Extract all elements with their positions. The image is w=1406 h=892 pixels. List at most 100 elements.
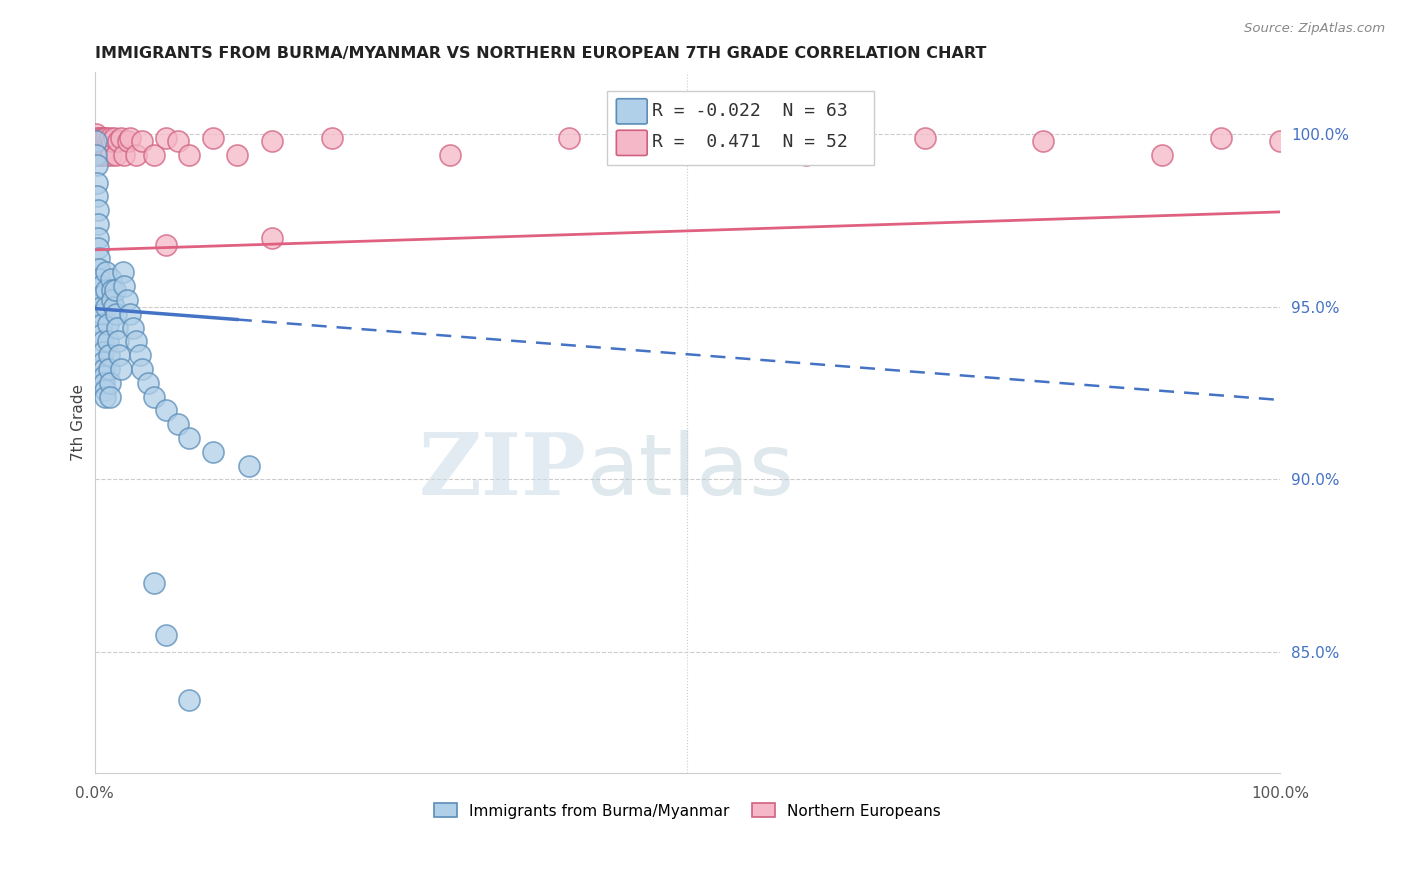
Point — [84, 148, 107, 162]
Point — [1150, 148, 1173, 162]
Point — [86, 189, 108, 203]
Point — [1032, 134, 1054, 148]
Point — [89, 148, 111, 162]
Point — [93, 141, 115, 155]
Point — [97, 362, 120, 376]
Point — [105, 320, 128, 334]
Point — [98, 130, 121, 145]
Point — [104, 283, 127, 297]
Point — [90, 327, 112, 342]
Point — [112, 148, 135, 162]
Point — [120, 130, 142, 145]
Point — [87, 203, 110, 218]
Point — [91, 334, 114, 349]
Point — [120, 307, 142, 321]
Point — [179, 693, 201, 707]
Point — [142, 575, 165, 590]
Point — [155, 130, 177, 145]
Point — [89, 300, 111, 314]
Point — [179, 148, 201, 162]
Point — [131, 134, 153, 148]
Point — [96, 265, 118, 279]
Point — [136, 376, 159, 390]
Text: R = -0.022  N = 63: R = -0.022 N = 63 — [652, 102, 848, 120]
Point — [84, 127, 107, 141]
Point — [87, 231, 110, 245]
Point — [107, 134, 129, 148]
Point — [84, 134, 107, 148]
Point — [125, 148, 148, 162]
Point — [103, 300, 125, 314]
Point — [90, 307, 112, 321]
Point — [110, 362, 132, 376]
Point — [93, 368, 115, 383]
Point — [90, 130, 112, 145]
Y-axis label: 7th Grade: 7th Grade — [72, 384, 86, 461]
Point — [104, 307, 127, 321]
Point — [98, 390, 121, 404]
Point — [104, 148, 127, 162]
Point — [166, 417, 188, 432]
Point — [91, 355, 114, 369]
Point — [89, 279, 111, 293]
Point — [202, 444, 225, 458]
Point — [108, 348, 131, 362]
Point — [794, 148, 817, 162]
Point — [155, 403, 177, 417]
Point — [89, 130, 111, 145]
Text: atlas: atlas — [586, 430, 794, 513]
Point — [100, 148, 122, 162]
Text: ZIP: ZIP — [419, 429, 586, 514]
Point — [179, 431, 201, 445]
Point — [97, 348, 120, 362]
Text: Source: ZipAtlas.com: Source: ZipAtlas.com — [1244, 22, 1385, 36]
Point — [84, 137, 107, 152]
Point — [87, 134, 110, 148]
Point — [101, 283, 124, 297]
Point — [89, 252, 111, 266]
Point — [155, 237, 177, 252]
Point — [107, 334, 129, 349]
Point — [93, 362, 115, 376]
Point — [96, 283, 118, 297]
FancyBboxPatch shape — [616, 99, 647, 124]
Point — [125, 334, 148, 349]
Point — [97, 141, 120, 155]
Point — [89, 134, 111, 148]
Point — [89, 289, 111, 303]
Point — [676, 134, 699, 148]
Point — [90, 317, 112, 331]
Point — [98, 376, 121, 390]
Point — [86, 176, 108, 190]
Point — [166, 134, 188, 148]
FancyBboxPatch shape — [616, 130, 647, 155]
Point — [914, 130, 936, 145]
Point — [131, 362, 153, 376]
Point — [558, 130, 581, 145]
Point — [86, 141, 108, 155]
Point — [91, 148, 114, 162]
FancyBboxPatch shape — [607, 91, 873, 165]
Point — [202, 130, 225, 145]
Point — [121, 320, 143, 334]
Point — [115, 293, 138, 307]
Point — [262, 231, 284, 245]
Point — [101, 293, 124, 307]
Point — [89, 261, 111, 276]
Point — [110, 130, 132, 145]
Point — [91, 344, 114, 359]
Point — [93, 130, 115, 145]
Point — [155, 628, 177, 642]
Point — [321, 130, 343, 145]
Text: IMMIGRANTS FROM BURMA/MYANMAR VS NORTHERN EUROPEAN 7TH GRADE CORRELATION CHART: IMMIGRANTS FROM BURMA/MYANMAR VS NORTHER… — [94, 46, 986, 62]
Point — [93, 376, 115, 390]
Point — [103, 130, 125, 145]
Point — [86, 158, 108, 172]
Point — [97, 317, 120, 331]
Point — [89, 141, 111, 155]
Point — [91, 134, 114, 148]
Point — [142, 148, 165, 162]
Point — [94, 390, 117, 404]
Point — [87, 217, 110, 231]
Point — [94, 134, 117, 148]
